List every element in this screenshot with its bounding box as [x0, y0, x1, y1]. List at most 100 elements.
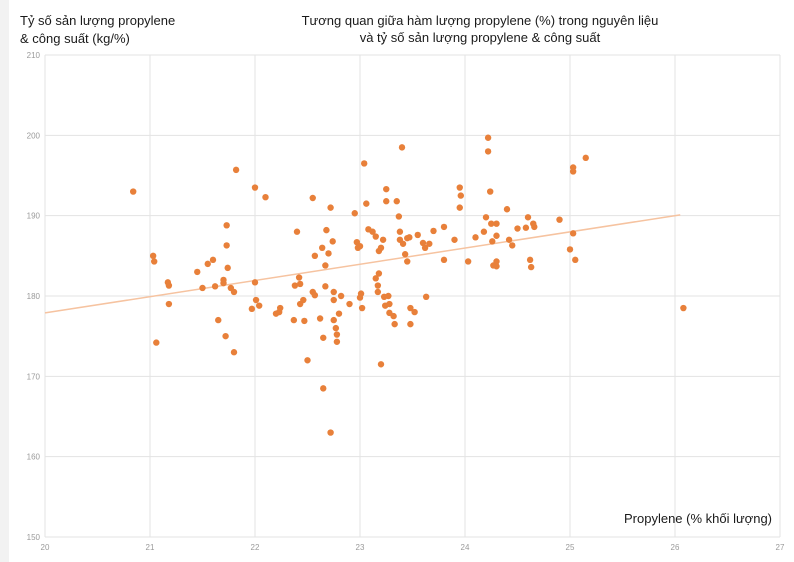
data-point — [149, 252, 157, 260]
data-point — [232, 166, 240, 174]
data-point — [153, 339, 160, 346]
data-point — [482, 214, 490, 221]
data-point — [407, 320, 414, 328]
data-point — [399, 240, 407, 247]
data-point — [323, 226, 330, 234]
data-point — [493, 232, 500, 239]
x-tick-label: 24 — [461, 543, 470, 552]
x-tick-label: 21 — [146, 543, 155, 552]
data-point — [199, 284, 206, 292]
data-point — [509, 242, 516, 249]
data-point — [487, 188, 494, 195]
data-point — [440, 256, 448, 264]
data-point — [220, 276, 227, 284]
data-point — [248, 305, 256, 313]
data-point — [390, 312, 397, 320]
data-point — [386, 300, 393, 308]
chart-panel — [9, 0, 794, 562]
data-point — [514, 225, 521, 232]
data-point — [582, 154, 589, 162]
data-point — [295, 274, 303, 281]
data-point — [524, 214, 532, 221]
data-point — [572, 256, 579, 264]
data-point — [304, 357, 311, 364]
data-point — [531, 223, 538, 231]
data-point — [372, 233, 379, 240]
data-point — [223, 222, 230, 229]
data-point — [457, 192, 464, 199]
data-point — [396, 228, 404, 235]
data-point — [322, 283, 329, 290]
data-point — [407, 304, 414, 312]
data-point — [296, 280, 304, 288]
data-point — [493, 263, 500, 270]
data-point — [293, 228, 301, 235]
data-point — [464, 258, 472, 265]
y-tick-label: 210 — [27, 51, 41, 60]
data-point — [374, 288, 382, 296]
data-point — [222, 332, 229, 340]
data-point — [374, 282, 382, 289]
data-point — [385, 292, 392, 300]
data-point — [369, 228, 376, 235]
data-point — [383, 185, 390, 193]
x-tick-label: 25 — [566, 543, 575, 552]
data-point — [569, 164, 577, 171]
data-point — [223, 242, 230, 249]
data-point — [329, 238, 336, 245]
tick-labels: 20 21 22 23 24 25 26 27 210 200 190 180 170 160 150 — [27, 51, 785, 552]
y-tick-label: 200 — [27, 131, 41, 140]
data-point — [404, 258, 411, 265]
data-point — [505, 236, 513, 243]
data-point — [327, 204, 334, 211]
data-point — [414, 231, 421, 239]
data-point — [363, 200, 370, 207]
data-point — [527, 263, 535, 271]
data-point — [346, 300, 353, 308]
data-point — [327, 429, 334, 436]
x-tick-label: 20 — [41, 543, 50, 552]
data-point — [383, 198, 390, 205]
data-point — [356, 242, 364, 250]
data-point — [311, 291, 319, 299]
data-point — [377, 244, 385, 251]
data-point — [484, 148, 492, 155]
chart-title-line-1: Tương quan giữa hàm lượng propylene (%) … — [301, 13, 659, 28]
data-point — [319, 244, 326, 251]
data-point — [332, 324, 340, 332]
y-tick-label: 180 — [27, 292, 41, 301]
data-point — [375, 270, 383, 277]
data-point — [357, 290, 365, 297]
data-point — [488, 220, 495, 227]
data-point — [330, 316, 337, 324]
x-axis-title: Propylene (% khối lượng) — [623, 511, 772, 526]
data-point — [480, 228, 488, 235]
y-tick-label: 190 — [27, 212, 41, 221]
y-tick-label: 150 — [27, 533, 41, 542]
data-point — [151, 258, 158, 265]
data-point — [493, 258, 500, 265]
data-point — [211, 283, 219, 290]
data-point — [256, 302, 263, 309]
data-point — [393, 198, 400, 205]
data-point — [300, 296, 307, 304]
data-point — [337, 292, 345, 300]
data-point — [391, 320, 398, 328]
data-point — [320, 334, 327, 341]
data-point — [566, 246, 574, 253]
data-point — [489, 238, 496, 245]
data-point — [215, 316, 222, 324]
x-tick-label: 27 — [776, 543, 785, 552]
data-point — [309, 194, 316, 202]
data-point — [165, 282, 173, 289]
data-point — [291, 282, 299, 289]
grid — [44, 54, 781, 538]
data-point — [522, 224, 530, 231]
data-point — [330, 296, 337, 304]
data-point — [316, 315, 324, 322]
data-point — [426, 240, 433, 247]
data-point — [358, 304, 366, 312]
data-point — [398, 144, 406, 151]
chart-title: Tương quan giữa hàm lượng propylene (%) … — [240, 12, 720, 46]
data-point — [377, 361, 385, 368]
